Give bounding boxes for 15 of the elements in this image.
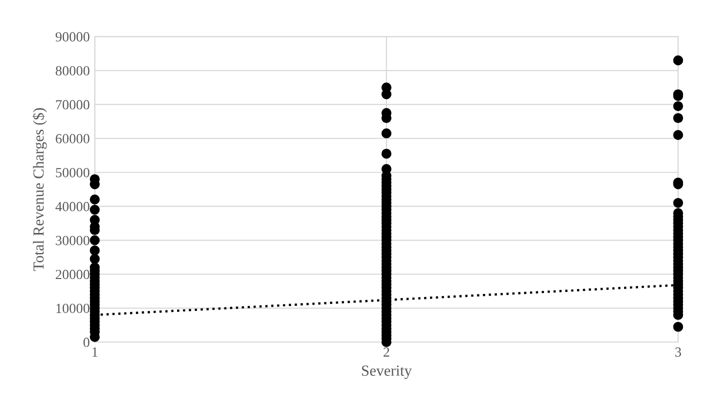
x-axis-title: Severity [362, 366, 412, 379]
y-tick-label: 50000 [56, 168, 90, 178]
y-tick-label: 10000 [56, 304, 90, 314]
y-tick-label: 90000 [56, 32, 90, 42]
y-tick-label: 30000 [56, 236, 90, 246]
y-tick-label: 20000 [56, 270, 90, 280]
x-tick-label: 2 [384, 347, 390, 357]
y-tick-label: 40000 [55, 202, 90, 212]
y-axis-title: Total Revenue Charges ($) [32, 108, 47, 271]
y-tick-label: 80000 [56, 66, 90, 76]
y-tick-label: 0 [83, 338, 90, 348]
y-tick-label: 60000 [56, 134, 90, 144]
x-tick-label: 1 [92, 347, 98, 357]
x-tick-label: 3 [675, 347, 682, 357]
y-tick-label: 70000 [56, 100, 90, 110]
